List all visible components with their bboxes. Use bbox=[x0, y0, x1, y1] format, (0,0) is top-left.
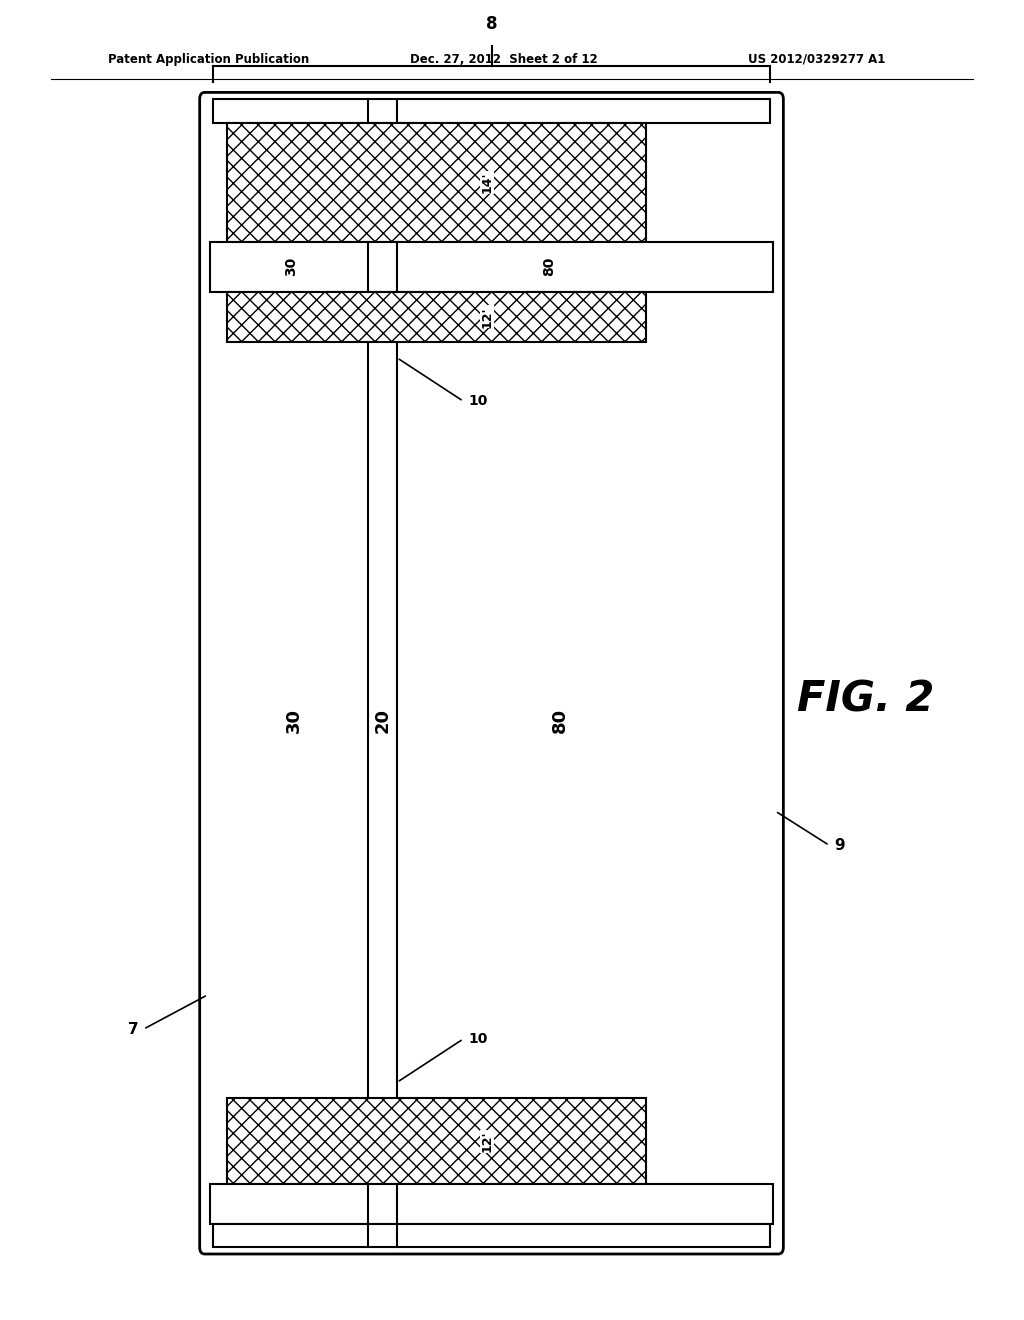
Bar bbox=[227, 1098, 646, 1184]
Bar bbox=[213, 99, 770, 123]
Text: FIG. 2: FIG. 2 bbox=[797, 678, 934, 721]
Text: 12': 12' bbox=[480, 1130, 494, 1152]
Text: 8: 8 bbox=[485, 15, 498, 33]
Bar bbox=[227, 292, 646, 342]
Text: 80: 80 bbox=[542, 257, 556, 276]
Text: Patent Application Publication: Patent Application Publication bbox=[108, 53, 309, 66]
Text: 9: 9 bbox=[835, 838, 845, 853]
Text: 30: 30 bbox=[284, 257, 298, 276]
Text: 10: 10 bbox=[469, 1032, 488, 1045]
Text: 20: 20 bbox=[374, 708, 391, 733]
Text: 10: 10 bbox=[469, 395, 488, 408]
Bar bbox=[210, 242, 773, 292]
Bar bbox=[213, 1224, 770, 1247]
Text: 14': 14' bbox=[480, 172, 494, 193]
Text: 7: 7 bbox=[128, 1022, 138, 1036]
Text: 80: 80 bbox=[551, 708, 569, 733]
Text: US 2012/0329277 A1: US 2012/0329277 A1 bbox=[748, 53, 885, 66]
Bar bbox=[210, 1184, 773, 1224]
Text: Dec. 27, 2012  Sheet 2 of 12: Dec. 27, 2012 Sheet 2 of 12 bbox=[410, 53, 597, 66]
Text: 30: 30 bbox=[285, 708, 303, 733]
Text: 12': 12' bbox=[480, 306, 494, 327]
Bar bbox=[227, 123, 646, 242]
FancyBboxPatch shape bbox=[200, 92, 783, 1254]
